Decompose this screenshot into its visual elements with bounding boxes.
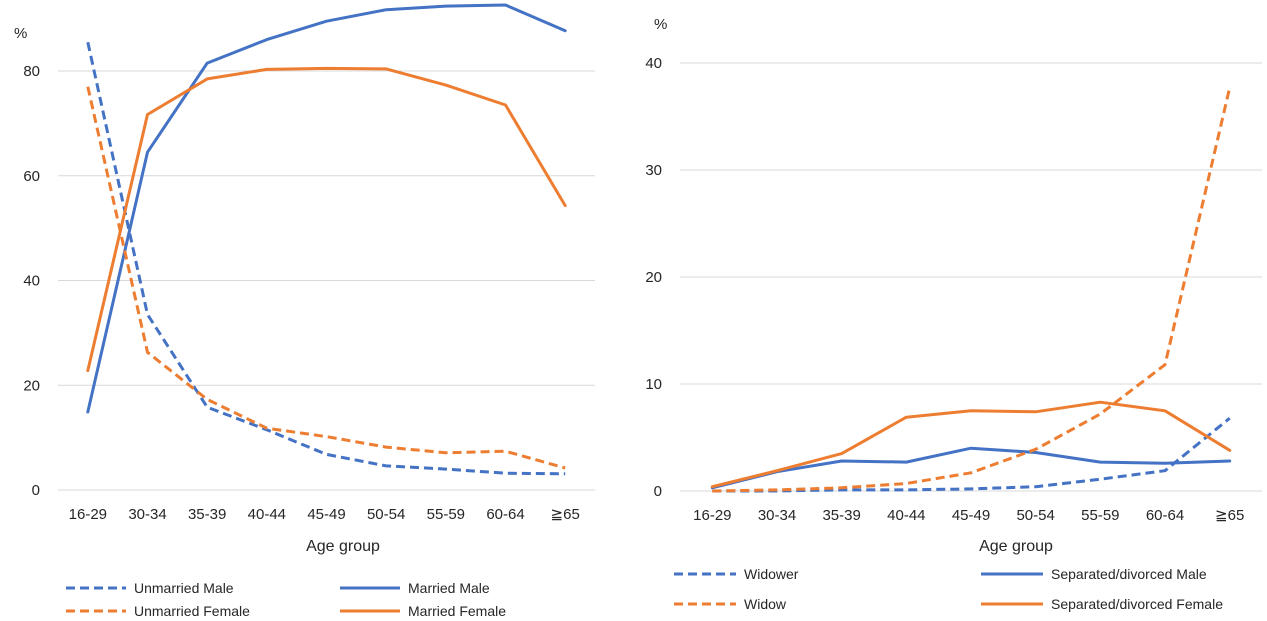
x-tick-label: 30-34 — [128, 506, 166, 523]
y-tick-label: 80 — [23, 63, 40, 80]
x-tick-label: ≧65 — [551, 506, 580, 523]
series-line-separated-divorced-female — [710, 400, 1232, 489]
legend-label-married-female: Married Female — [408, 603, 506, 619]
y-axis-unit-label: % — [14, 25, 27, 42]
series-line-widow — [712, 87, 1232, 493]
x-tick-label: 55-59 — [427, 506, 465, 523]
x-tick-label: 45-49 — [307, 506, 345, 523]
chart-right: 0 10 20 30 40% 16-29 30-34 35-39 40-44 45-49 50-54… — [645, 16, 1262, 612]
series-line-married-female — [86, 66, 567, 373]
legend-label-unmarried-male: Unmarried Male — [134, 580, 234, 596]
x-axis-title: Age group — [306, 538, 380, 555]
series-line-separated-divorced-male — [710, 446, 1232, 490]
x-tick-label: 40-44 — [887, 507, 925, 524]
legend-label-separated-divorced-female: Separated/divorced Female — [1051, 596, 1223, 612]
y-tick-label: 20 — [645, 269, 662, 286]
y-tick-label: 0 — [654, 483, 662, 500]
legend-label-unmarried-female: Unmarried Female — [134, 603, 250, 619]
x-tick-label: 60-64 — [1146, 507, 1184, 524]
legend-label-married-male: Married Male — [408, 580, 490, 596]
x-tick-label: 45-49 — [952, 507, 990, 524]
y-tick-label: 0 — [32, 482, 40, 499]
x-tick-label: 16-29 — [69, 506, 107, 523]
series-line-unmarried-male — [86, 41, 566, 476]
legend-label-separated-divorced-male: Separated/divorced Male — [1051, 566, 1207, 582]
y-tick-label: 40 — [645, 55, 662, 72]
x-tick-label: 30-34 — [758, 507, 796, 524]
x-tick-label: 50-54 — [1016, 507, 1054, 524]
x-tick-label: 50-54 — [367, 506, 405, 523]
x-axis-title: Age group — [979, 538, 1053, 555]
x-tick-label: 40-44 — [248, 506, 286, 523]
series-line-widower — [712, 417, 1231, 493]
y-tick-label: 10 — [645, 376, 662, 393]
x-tick-label: 35-39 — [822, 507, 860, 524]
series-line-married-male — [86, 3, 567, 414]
x-tick-label: ≧65 — [1215, 507, 1244, 524]
series-line-unmarried-female — [86, 86, 566, 470]
legend-label-widower: Widower — [744, 566, 799, 582]
x-tick-label: 60-64 — [486, 506, 524, 523]
y-tick-label: 20 — [23, 377, 40, 394]
y-axis-unit-label: % — [654, 16, 667, 33]
x-tick-label: 35-39 — [188, 506, 226, 523]
y-tick-label: 40 — [23, 273, 40, 290]
x-tick-label: 16-29 — [693, 507, 731, 524]
x-tick-label: 55-59 — [1081, 507, 1119, 524]
y-tick-label: 60 — [23, 168, 40, 185]
legend-label-widow: Widow — [744, 596, 787, 612]
y-tick-label: 30 — [645, 162, 662, 179]
chart-left: 0 20 40 60 80% 16-29 30-34 35-39 40-44 45-49 50-54… — [14, 3, 595, 619]
